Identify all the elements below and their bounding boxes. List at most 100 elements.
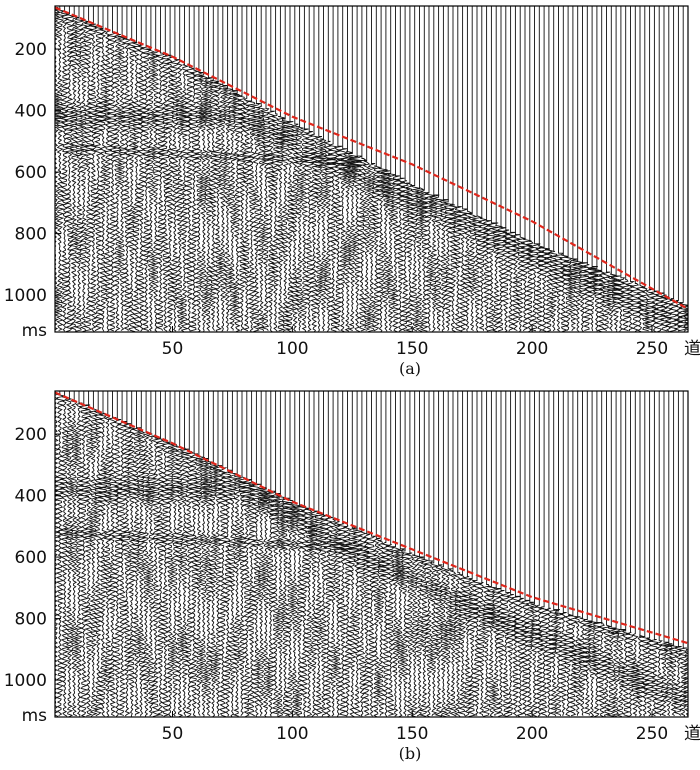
seismic-trace	[140, 6, 152, 332]
seismic-trace	[528, 6, 542, 332]
seismic-trace	[390, 391, 402, 717]
seismic-trace	[230, 6, 245, 332]
seismic-trace	[55, 391, 61, 717]
seismic-trace	[259, 391, 273, 717]
seismic-trace	[302, 6, 316, 332]
seismic-trace	[188, 6, 200, 332]
seismic-trace	[154, 6, 167, 331]
y-tick-label: 1000	[4, 286, 47, 306]
x-axis-label: 道	[684, 339, 700, 359]
seismic-trace	[481, 6, 493, 332]
x-tick-label: 50	[162, 339, 184, 359]
seismic-trace	[174, 6, 187, 331]
seismic-trace	[570, 6, 585, 332]
seismic-trace	[543, 391, 555, 717]
seismic-trace	[307, 391, 320, 717]
seismic-trace	[663, 391, 675, 717]
seismic-trace	[145, 391, 157, 717]
seismic-trace	[250, 6, 263, 332]
seismic-trace	[677, 391, 688, 717]
seismic-trace	[149, 391, 162, 717]
seismic-trace	[452, 391, 464, 717]
seismic-trace	[572, 391, 584, 716]
seismic-trace	[216, 391, 229, 717]
seismic-trace	[534, 391, 545, 717]
seismic-trace	[394, 6, 406, 332]
seismic-trace	[471, 391, 483, 716]
seismic-trace	[317, 6, 330, 332]
seismic-trace	[370, 391, 382, 717]
seismic-trace	[408, 6, 421, 332]
seismic-trace	[658, 391, 670, 717]
seismic-trace	[278, 6, 292, 332]
seismic-trace	[652, 6, 666, 332]
x-tick-label: 100	[276, 724, 308, 744]
seismic-trace	[548, 6, 560, 332]
seismic-trace	[102, 391, 114, 717]
seismic-trace	[174, 391, 186, 717]
seismic-trace	[404, 6, 416, 332]
seismic-trace	[292, 391, 306, 717]
x-tick-label: 150	[396, 724, 428, 744]
wiggle-traces	[55, 391, 688, 717]
seismic-trace	[322, 6, 336, 332]
seismic-trace	[389, 6, 402, 332]
seismic-trace	[471, 6, 483, 332]
seismic-trace	[313, 391, 325, 717]
seismic-trace	[298, 391, 310, 717]
seismic-trace	[311, 6, 325, 332]
seismic-trace	[586, 391, 599, 717]
seismic-trace	[447, 391, 459, 717]
seismic-trace	[610, 391, 622, 717]
y-tick-label: 400	[15, 102, 47, 122]
seismic-trace	[221, 6, 234, 332]
seismic-trace	[658, 6, 670, 332]
x-tick-label: 50	[162, 724, 184, 744]
seismic-trace	[667, 6, 681, 332]
seismic-trace	[207, 6, 220, 331]
seismic-trace	[419, 6, 430, 332]
seismic-trace	[562, 6, 574, 331]
pick-line	[54, 391, 689, 645]
x-tick-label: 250	[636, 339, 668, 359]
seismic-trace	[327, 391, 341, 717]
seismic-trace	[452, 6, 464, 332]
seismic-trace	[274, 391, 287, 717]
seismic-trace	[360, 391, 373, 717]
seismic-trace	[624, 6, 635, 332]
seismic-trace	[125, 6, 139, 332]
seismic-trace	[365, 6, 377, 332]
seismic-trace	[111, 391, 124, 717]
seismic-trace	[394, 391, 406, 717]
seismic-trace	[349, 6, 364, 332]
seismic-trace	[283, 391, 297, 717]
seismic-trace	[303, 391, 316, 717]
plot-frame	[54, 5, 689, 333]
seismic-trace	[461, 6, 473, 332]
seismic-trace	[610, 6, 623, 332]
seismic-trace	[596, 6, 608, 332]
seismic-trace	[236, 391, 249, 716]
seismic-trace	[345, 6, 361, 332]
seismic-trace	[438, 391, 449, 717]
seismic-trace	[168, 6, 181, 332]
seismic-trace	[408, 391, 420, 717]
seismic-trace	[475, 6, 488, 331]
y-tick-label: 600	[15, 163, 47, 183]
seismic-trace	[331, 391, 345, 717]
seismic-trace	[102, 6, 114, 332]
seismic-trace	[130, 6, 143, 332]
seismic-trace	[265, 6, 277, 332]
seismic-trace	[524, 6, 536, 332]
seismic-trace	[236, 6, 248, 332]
seismic-trace	[322, 391, 334, 717]
seismic-trace	[423, 391, 435, 717]
seismic-trace	[404, 391, 415, 717]
seismic-trace	[344, 391, 360, 717]
seismic-trace	[249, 391, 263, 717]
seismic-trace	[653, 391, 665, 716]
seismic-trace	[284, 6, 296, 332]
y-tick-label: 800	[15, 610, 47, 630]
seismic-trace	[63, 6, 76, 332]
seismic-trace	[212, 391, 224, 717]
